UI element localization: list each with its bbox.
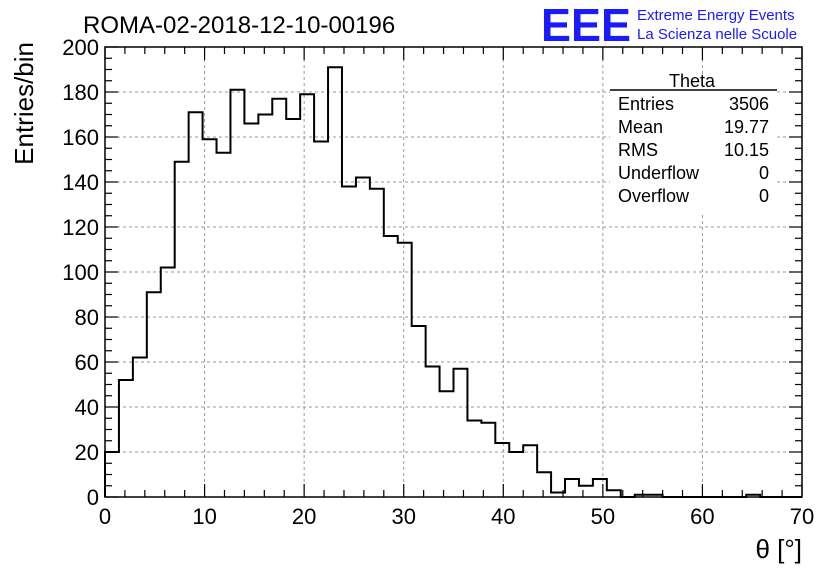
y-tick-label: 120	[62, 215, 99, 240]
stats-row-label: Mean	[618, 117, 663, 137]
y-tick-label: 160	[62, 125, 99, 150]
stats-row-label: Overflow	[618, 186, 690, 206]
x-tick-label: 40	[491, 504, 515, 529]
y-tick-label: 60	[75, 350, 99, 375]
y-tick-label: 100	[62, 260, 99, 285]
stats-row-label: Underflow	[618, 163, 700, 183]
y-tick-label: 0	[87, 485, 99, 510]
stats-row-label: Entries	[618, 94, 674, 114]
stats-title: Theta	[669, 71, 716, 91]
y-tick-label: 80	[75, 305, 99, 330]
stats-row-value: 10.15	[724, 140, 769, 160]
x-tick-label: 30	[391, 504, 415, 529]
eee-logo-line1: Extreme Energy Events	[637, 7, 795, 24]
axes	[104, 46, 803, 498]
x-axis-label: θ [°]	[755, 534, 802, 564]
eee-logo-line2: La Scienza nelle Scuole	[637, 26, 797, 43]
y-tick-label: 40	[75, 395, 99, 420]
x-tick-label: 20	[292, 504, 316, 529]
y-axis-label: Entries/bin	[9, 42, 39, 165]
stats-row-value: 19.77	[724, 117, 769, 137]
x-tick-label: 60	[690, 504, 714, 529]
tick-labels: 0 10 20 30 40 50 60 70 0 20 40 60 80 100 120 140 160 180 2…	[62, 35, 814, 529]
y-tick-label: 180	[62, 80, 99, 105]
stats-row-value: 0	[759, 163, 769, 183]
x-tick-label: 70	[790, 504, 814, 529]
eee-logo: EEE Extreme Energy Events La Scienza nel…	[541, 0, 797, 51]
histogram-line	[104, 66, 802, 498]
y-tick-label: 200	[62, 35, 99, 60]
stats-row-value: 3506	[729, 94, 769, 114]
x-tick-label: 50	[591, 504, 615, 529]
run-title: ROMA-02-2018-12-10-00196	[83, 12, 395, 39]
y-tick-label: 20	[75, 440, 99, 465]
stats-row-value: 0	[759, 186, 769, 206]
x-tick-label: 0	[99, 504, 111, 529]
stats-row-label: RMS	[618, 140, 658, 160]
stats-box: Theta Entries 3506 Mean 19.77 RMS 10.15 Underf…	[610, 71, 777, 212]
x-tick-label: 10	[192, 504, 216, 529]
y-tick-label: 140	[62, 170, 99, 195]
eee-logo-mark: EEE	[541, 0, 631, 51]
stats-box-background	[610, 74, 777, 212]
